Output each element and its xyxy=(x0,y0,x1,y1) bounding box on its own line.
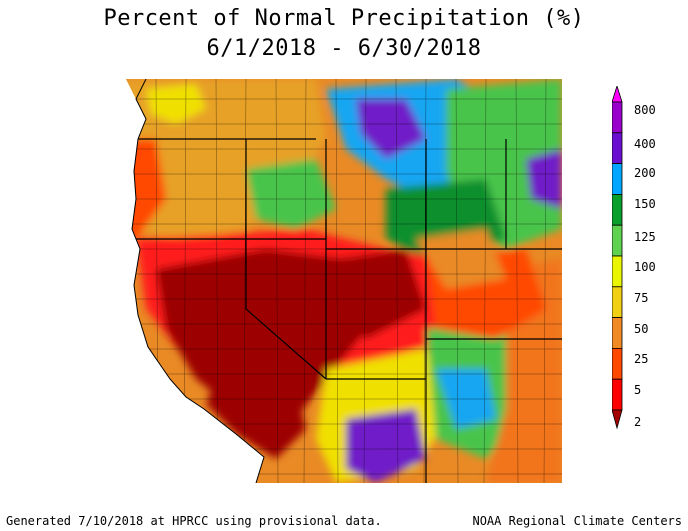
legend-swatch xyxy=(612,224,623,257)
legend-label-75: 75 xyxy=(634,291,649,305)
region-arizona-purple xyxy=(346,409,426,483)
precipitation-map xyxy=(126,79,562,483)
legend-label-25: 25 xyxy=(634,352,649,366)
legend-swatch xyxy=(612,132,623,164)
legend-label-100: 100 xyxy=(634,260,656,274)
legend-label-800: 800 xyxy=(634,103,656,117)
map-title: Percent of Normal Precipitation (%) xyxy=(103,6,585,31)
region-montana-purple xyxy=(356,99,426,159)
county-grid xyxy=(126,79,562,483)
region-texas-orange xyxy=(486,259,562,483)
legend-label-2: 2 xyxy=(634,415,642,429)
legend-swatch xyxy=(612,255,623,288)
region-nevada-very-dry xyxy=(156,249,376,419)
legend-swatch xyxy=(612,163,623,195)
legend-label-50: 50 xyxy=(634,322,649,336)
legend-label-400: 400 xyxy=(634,137,656,151)
region-oregon-coast xyxy=(126,139,166,239)
generated-note: Generated 7/10/2018 at HPRCC using provi… xyxy=(6,514,382,528)
legend-label-5: 5 xyxy=(634,383,642,397)
region-utah-dry xyxy=(336,249,426,339)
state-boundaries xyxy=(126,138,562,483)
legend-swatch xyxy=(612,286,623,319)
region-washington-yellow xyxy=(146,84,206,124)
legend-swatch xyxy=(612,378,623,411)
legend-swatch xyxy=(612,194,623,226)
coastline xyxy=(131,79,265,483)
legend-top-arrow xyxy=(612,86,623,103)
legend-label-125: 125 xyxy=(634,230,656,244)
date-range: 6/1/2018 - 6/30/2018 xyxy=(206,36,482,61)
legend-colorbar xyxy=(612,86,623,430)
source-credit: NOAA Regional Climate Centers xyxy=(472,514,682,528)
legend-swatch xyxy=(612,317,623,349)
legend-swatch xyxy=(612,347,623,380)
region-dakota-purple xyxy=(526,149,562,209)
legend-label-200: 200 xyxy=(634,166,656,180)
legend-swatch xyxy=(612,101,623,134)
region-idaho-green xyxy=(246,159,336,229)
legend-bottom-arrow xyxy=(612,409,623,430)
legend-label-150: 150 xyxy=(634,197,656,211)
